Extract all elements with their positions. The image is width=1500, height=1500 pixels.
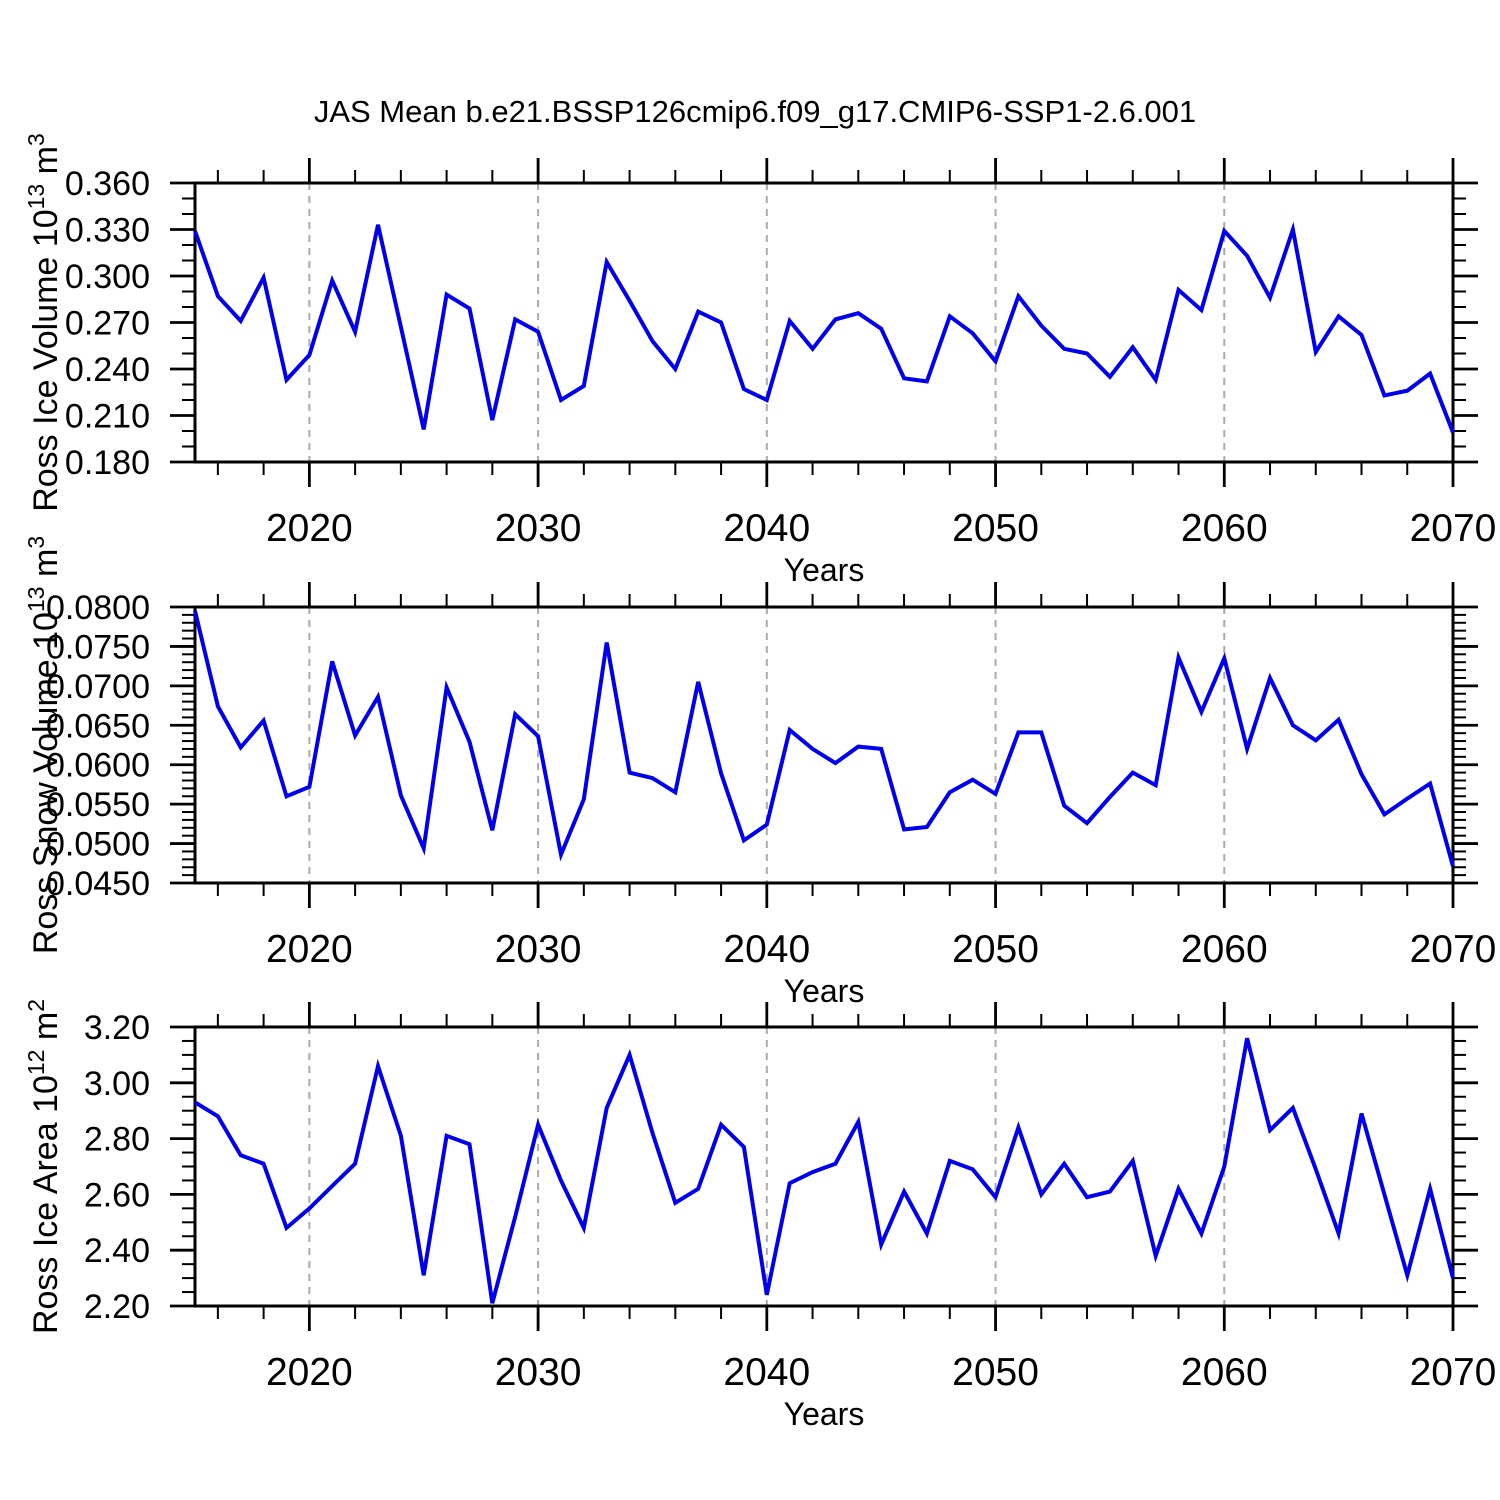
y-tick-label: 0.180 bbox=[65, 444, 150, 482]
y-tick-label: 2.40 bbox=[84, 1232, 150, 1270]
figure-title: JAS Mean b.e21.BSSP126cmip6.f09_g17.CMIP… bbox=[313, 94, 1197, 129]
ross-ice-volume-line bbox=[193, 221, 1455, 434]
plot-frame bbox=[193, 605, 1455, 885]
x-axis-label: Years bbox=[784, 973, 865, 1009]
x-tick-label: 2050 bbox=[952, 1351, 1039, 1394]
x-tick-label: 2040 bbox=[723, 507, 810, 550]
y-tick-label: 2.80 bbox=[84, 1121, 150, 1159]
x-ticks bbox=[216, 582, 1455, 908]
y-tick-label: 0.330 bbox=[65, 212, 150, 250]
y-tick-label: 2.60 bbox=[84, 1176, 150, 1214]
y-ticks bbox=[170, 605, 1478, 885]
plot-frame bbox=[193, 181, 1455, 464]
ross-ice-area-line bbox=[193, 1037, 1455, 1304]
x-tick-label: 2050 bbox=[952, 507, 1039, 550]
ross-snow-volume-line bbox=[193, 610, 1455, 867]
plot-ross-snow-volume: 0.04500.05000.05500.06000.06500.07000.07… bbox=[23, 536, 1496, 1009]
y-tick-label: 3.00 bbox=[84, 1065, 150, 1103]
y-tick-label: 0.0650 bbox=[46, 707, 150, 745]
plot-ross-ice-volume: 0.180 0.210 0.240 0.270 0.300 0.330 0.360 2020 2… bbox=[23, 133, 1496, 588]
x-ticks bbox=[216, 1002, 1455, 1331]
y-tick-label: 0.210 bbox=[65, 398, 150, 436]
y-tick-label: 0.0450 bbox=[46, 865, 150, 903]
x-tick-label: 2040 bbox=[723, 928, 810, 971]
x-tick-label: 2030 bbox=[495, 1351, 582, 1394]
x-ticks bbox=[216, 158, 1455, 487]
x-tick-label: 2020 bbox=[266, 1351, 353, 1394]
y-ticks bbox=[170, 181, 1478, 464]
y-ticks bbox=[170, 1025, 1478, 1308]
y-tick-label: 0.0600 bbox=[46, 747, 150, 785]
x-tick-label: 2040 bbox=[723, 1351, 810, 1394]
y-axis-label: Ross Ice Volume 1013 m3 bbox=[23, 133, 65, 512]
y-tick-label: 0.360 bbox=[65, 165, 150, 203]
y-tick-label: 0.0800 bbox=[46, 589, 150, 627]
x-tick-label: 2030 bbox=[495, 507, 582, 550]
x-tick-label: 2070 bbox=[1410, 1351, 1497, 1394]
y-tick-label: 0.0700 bbox=[46, 668, 150, 706]
x-tick-label: 2060 bbox=[1181, 1351, 1268, 1394]
y-tick-label: 0.270 bbox=[65, 305, 150, 343]
x-tick-label: 2020 bbox=[266, 928, 353, 971]
x-tick-label: 2060 bbox=[1181, 928, 1268, 971]
plot-ross-ice-area: 2.20 2.40 2.60 2.80 3.00 3.20 2020 2030 2040 2050… bbox=[23, 999, 1496, 1432]
y-axis-label: Ross Ice Area 1012 m2 bbox=[23, 999, 65, 1334]
x-tick-label: 2060 bbox=[1181, 507, 1268, 550]
x-tick-label: 2020 bbox=[266, 507, 353, 550]
x-tick-label: 2070 bbox=[1410, 928, 1497, 971]
y-tick-label: 0.300 bbox=[65, 258, 150, 296]
y-tick-label: 0.240 bbox=[65, 351, 150, 389]
x-tick-label: 2030 bbox=[495, 928, 582, 971]
y-tick-label: 0.0550 bbox=[46, 786, 150, 824]
y-axis-label: Ross Snow Volume 1013 m3 bbox=[23, 536, 65, 954]
x-axis-label: Years bbox=[784, 552, 865, 588]
x-axis-label: Years bbox=[784, 1396, 865, 1432]
y-tick-label: 0.0500 bbox=[46, 826, 150, 864]
y-tick-label: 3.20 bbox=[84, 1009, 150, 1047]
y-tick-label: 0.0750 bbox=[46, 628, 150, 666]
x-tick-label: 2050 bbox=[952, 928, 1039, 971]
y-tick-label: 2.20 bbox=[84, 1288, 150, 1326]
x-tick-label: 2070 bbox=[1410, 507, 1497, 550]
